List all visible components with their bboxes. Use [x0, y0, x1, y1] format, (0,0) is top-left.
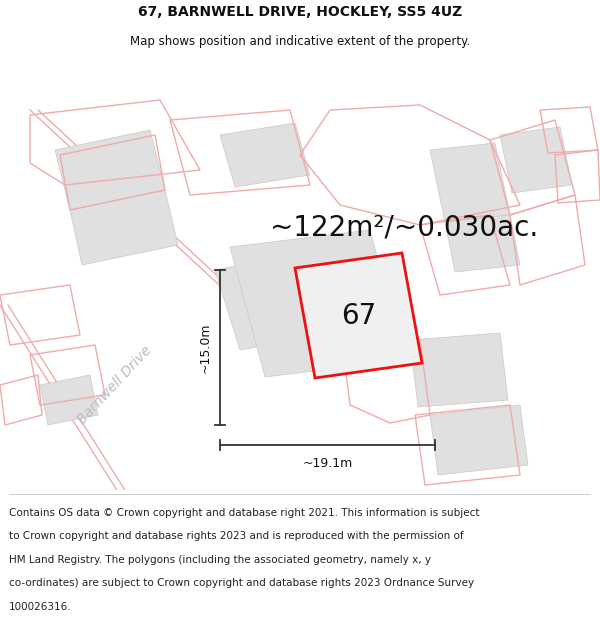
Polygon shape	[430, 405, 528, 475]
Text: 100026316.: 100026316.	[9, 602, 71, 612]
Text: co-ordinates) are subject to Crown copyright and database rights 2023 Ordnance S: co-ordinates) are subject to Crown copyr…	[9, 578, 474, 588]
Polygon shape	[295, 253, 422, 378]
Polygon shape	[40, 375, 98, 425]
Text: Map shows position and indicative extent of the property.: Map shows position and indicative extent…	[130, 35, 470, 48]
Text: 67, BARNWELL DRIVE, HOCKLEY, SS5 4UZ: 67, BARNWELL DRIVE, HOCKLEY, SS5 4UZ	[138, 5, 462, 19]
Polygon shape	[55, 130, 165, 210]
Polygon shape	[445, 215, 520, 272]
Polygon shape	[410, 333, 508, 407]
Text: ~19.1m: ~19.1m	[302, 457, 353, 470]
Polygon shape	[70, 190, 178, 265]
Polygon shape	[230, 230, 405, 377]
Polygon shape	[430, 143, 510, 222]
Text: to Crown copyright and database rights 2023 and is reproduced with the permissio: to Crown copyright and database rights 2…	[9, 531, 464, 541]
Text: Barnwell Drive: Barnwell Drive	[75, 343, 155, 427]
Text: ~15.0m: ~15.0m	[199, 322, 212, 372]
Polygon shape	[500, 127, 572, 193]
Text: HM Land Registry. The polygons (including the associated geometry, namely x, y: HM Land Registry. The polygons (includin…	[9, 555, 431, 565]
Text: 67: 67	[341, 301, 376, 329]
Text: ~122m²/~0.030ac.: ~122m²/~0.030ac.	[270, 213, 538, 241]
Polygon shape	[220, 123, 310, 187]
Text: Contains OS data © Crown copyright and database right 2021. This information is : Contains OS data © Crown copyright and d…	[9, 508, 479, 518]
Polygon shape	[215, 255, 320, 350]
